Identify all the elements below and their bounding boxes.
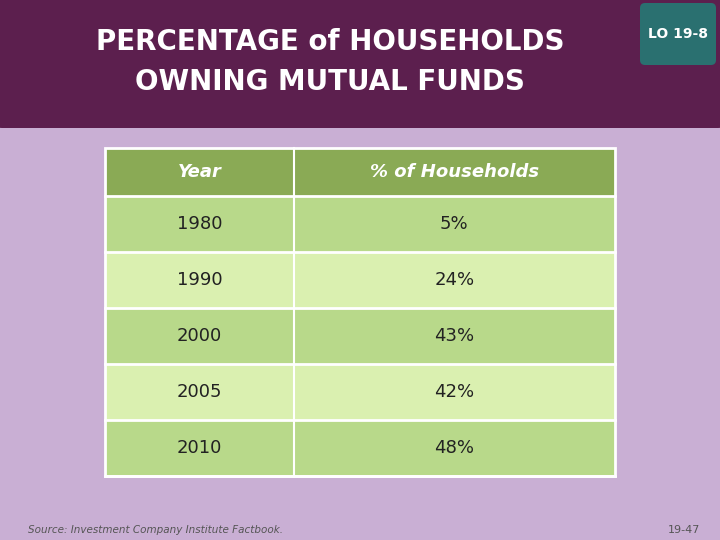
Bar (105, 148, 615, 196)
Text: 48%: 48% (434, 439, 474, 457)
Bar (105, 420, 615, 476)
Text: 24%: 24% (434, 271, 474, 289)
Text: 1980: 1980 (176, 215, 222, 233)
Bar (105, 252, 615, 308)
Text: Source: Investment Company Institute Factbook.: Source: Investment Company Institute Fac… (28, 525, 283, 535)
Text: 42%: 42% (434, 383, 474, 401)
Text: % of Households: % of Households (370, 163, 539, 181)
Bar (105, 196, 615, 252)
Text: 1990: 1990 (176, 271, 222, 289)
FancyBboxPatch shape (0, 0, 720, 128)
Text: 43%: 43% (434, 327, 474, 345)
FancyBboxPatch shape (640, 3, 716, 65)
Bar (0, 0, 720, 20)
Text: OWNING MUTUAL FUNDS: OWNING MUTUAL FUNDS (135, 68, 525, 96)
Text: PERCENTAGE of HOUSEHOLDS: PERCENTAGE of HOUSEHOLDS (96, 28, 564, 56)
Bar (105, 148, 615, 476)
Bar (105, 364, 615, 420)
Text: Year: Year (177, 163, 221, 181)
Text: 19-47: 19-47 (667, 525, 700, 535)
Text: LO 19-8: LO 19-8 (648, 27, 708, 41)
Text: 5%: 5% (440, 215, 469, 233)
Bar (105, 308, 615, 364)
Text: 2005: 2005 (176, 383, 222, 401)
Text: 2000: 2000 (176, 327, 222, 345)
Text: 2010: 2010 (176, 439, 222, 457)
